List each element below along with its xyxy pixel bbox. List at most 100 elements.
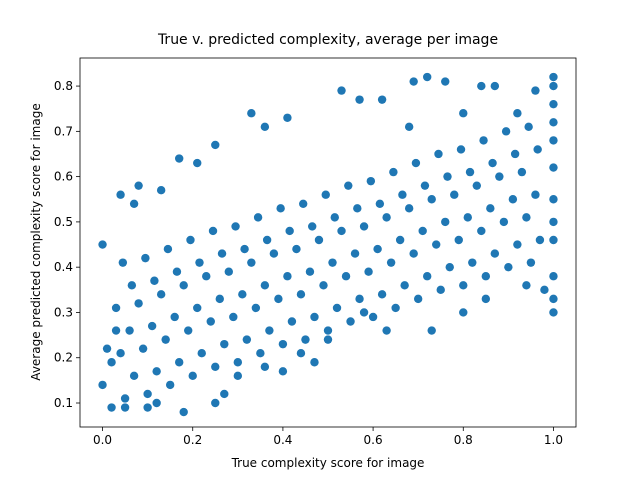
scatter-point: [533, 145, 542, 154]
scatter-point: [314, 235, 324, 245]
scatter-point: [107, 358, 116, 367]
scatter-point: [459, 281, 468, 290]
scatter-point: [256, 349, 265, 358]
scatter-point: [125, 326, 134, 335]
scatter-point: [165, 380, 175, 390]
scatter-point: [549, 195, 558, 204]
scatter-point: [247, 109, 256, 118]
scatter-point: [175, 154, 184, 163]
scatter-point: [386, 258, 396, 267]
scatter-point: [549, 163, 558, 172]
scatter-point: [332, 303, 342, 313]
scatter-point: [549, 272, 558, 281]
scatter-point: [305, 267, 315, 276]
y-tick-label: 0.8: [54, 79, 73, 93]
scatter-point: [531, 190, 540, 199]
scatter-point: [549, 217, 558, 227]
scatter-point: [107, 403, 116, 412]
y-tick-label: 0.5: [54, 215, 73, 229]
scatter-point: [156, 290, 166, 299]
scatter-point: [134, 299, 143, 308]
scatter-point: [224, 267, 233, 276]
scatter-point: [504, 262, 513, 272]
scatter-point: [549, 235, 558, 245]
x-tick-label: 0.0: [93, 433, 112, 447]
scatter-point: [231, 222, 240, 231]
scatter-point: [308, 222, 317, 231]
scatter-point: [501, 127, 511, 136]
scatter-point: [233, 358, 243, 367]
scatter-point: [549, 81, 558, 91]
scatter-point: [141, 253, 150, 263]
scatter-point: [477, 81, 486, 91]
y-tick-label: 0.7: [54, 124, 73, 138]
scatter-point: [330, 213, 339, 222]
scatter-point: [411, 158, 421, 168]
scatter-point: [296, 349, 306, 358]
scatter-point: [118, 258, 128, 267]
y-tick-label: 0.1: [54, 396, 73, 410]
x-tick-label: 0.4: [273, 433, 292, 447]
scatter-point: [427, 195, 436, 204]
axes-frame: [79, 57, 577, 428]
scatter-point: [522, 213, 531, 222]
scatter-point: [434, 149, 443, 159]
scatter-point: [377, 95, 387, 104]
scatter-point: [359, 308, 369, 317]
scatter-point: [150, 276, 159, 285]
scatter-point: [456, 145, 466, 154]
scatter-point: [276, 204, 285, 213]
y-tick-label: 0.3: [54, 305, 73, 319]
scatter-point: [238, 290, 247, 299]
scatter-point: [436, 285, 445, 295]
scatter-point: [328, 258, 337, 267]
scatter-point: [366, 176, 376, 186]
scatter-point: [373, 244, 382, 254]
scatter-point: [490, 81, 500, 91]
scatter-point: [116, 349, 125, 358]
scatter-point: [152, 367, 161, 376]
scatter-point: [129, 199, 139, 208]
x-tick-label: 1.0: [544, 433, 563, 447]
scatter-point: [240, 244, 249, 254]
scatter-point: [195, 258, 204, 267]
scatter-point: [454, 235, 463, 245]
scatter-point: [215, 294, 224, 304]
scatter-point: [211, 398, 220, 408]
x-tick-label: 0.6: [364, 433, 383, 447]
y-tick-label: 0.2: [54, 351, 73, 365]
chart-title: True v. predicted complexity, average pe…: [157, 32, 498, 48]
scatter-point: [472, 181, 481, 190]
scatter-point: [540, 285, 549, 295]
scatter-point: [127, 281, 137, 290]
scatter-point: [260, 122, 270, 132]
scatter-point: [391, 303, 400, 313]
scatter-point: [531, 86, 540, 95]
scatter-point: [409, 77, 418, 86]
scatter-point: [260, 281, 270, 290]
scatter-point: [98, 240, 107, 249]
scatter-point: [486, 204, 495, 213]
scatter-point: [184, 326, 193, 335]
scatter-point: [398, 190, 407, 199]
scatter-point: [413, 294, 423, 304]
scatter-point: [156, 186, 166, 195]
scatter-point: [163, 244, 173, 254]
scatter-point: [490, 249, 500, 258]
scatter-point: [549, 72, 558, 82]
scatter-point: [409, 249, 418, 258]
scatter-point: [323, 335, 333, 344]
scatter-point: [420, 181, 430, 190]
scatter-point: [513, 240, 522, 249]
scatter-point: [418, 226, 427, 236]
scatter-point: [251, 303, 261, 313]
y-tick-label: 0.6: [54, 170, 73, 184]
scatter-point: [208, 226, 218, 236]
scatter-point: [468, 258, 477, 267]
plot-area: [98, 72, 558, 417]
scatter-point: [292, 244, 301, 254]
scatter-point: [432, 240, 441, 249]
scatter-point: [102, 344, 112, 353]
scatter-point: [206, 317, 215, 326]
scatter-point: [400, 281, 409, 290]
